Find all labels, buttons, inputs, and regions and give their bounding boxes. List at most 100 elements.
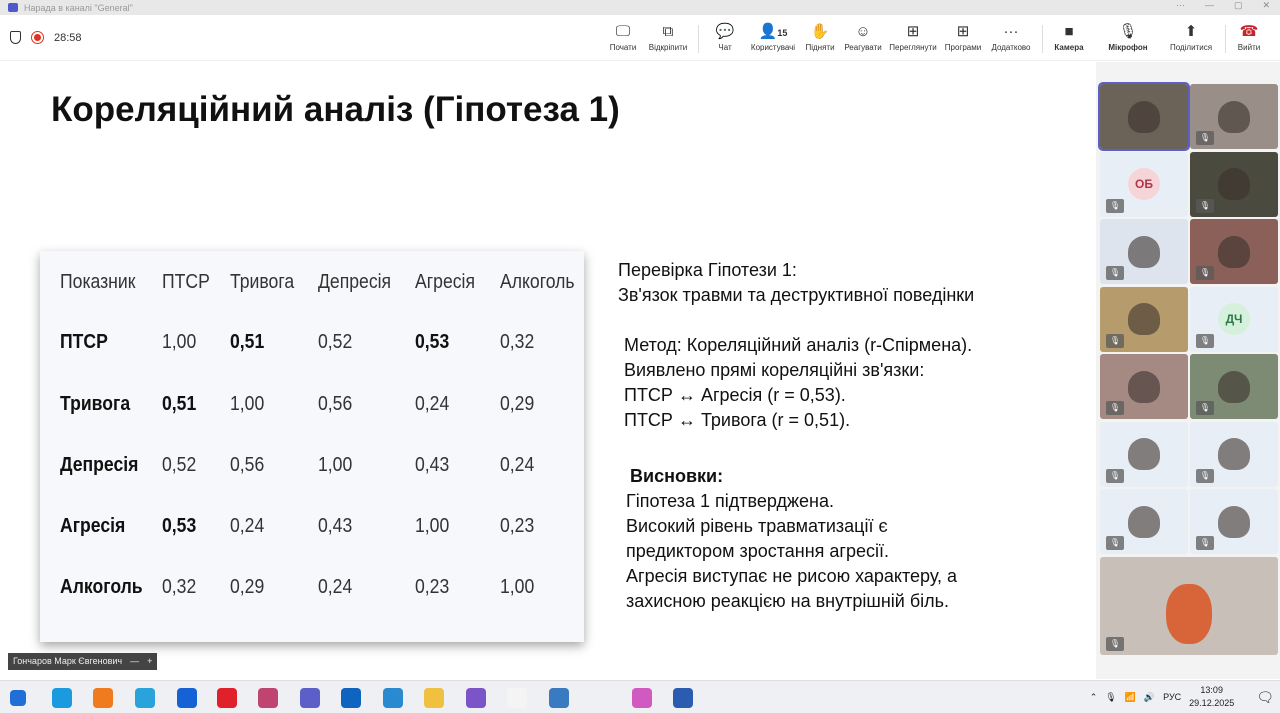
toolbar-button-people[interactable]: 👤15 Користувачі — [749, 21, 797, 52]
participant-tile[interactable]: 🎙 — [1100, 489, 1188, 554]
table-cell: 1,00 — [230, 393, 265, 415]
mic-off-icon: 🎙 — [1196, 266, 1214, 280]
microphone-icon[interactable]: 🎙 — [1105, 691, 1117, 702]
telegram-icon[interactable] — [135, 688, 155, 708]
participant-video — [1166, 584, 1212, 644]
participant-tile[interactable]: 🎙 — [1190, 421, 1278, 487]
table-cell: 0,56 — [318, 393, 353, 415]
opera-icon[interactable] — [217, 688, 237, 708]
share-icon: ⬆ — [1184, 23, 1198, 40]
row-header: Алкоголь — [60, 576, 143, 598]
network-icon[interactable]: 📶 — [1124, 691, 1136, 702]
method-text: Метод: Кореляційний аналіз (r-Спірмена).… — [624, 333, 972, 433]
participant-tile[interactable]: ДЧ 🎙 — [1190, 286, 1278, 352]
window-title: Нарада в каналі "General" — [24, 2, 133, 13]
clock[interactable]: 13:09 29.12.2025 — [1189, 684, 1234, 710]
minus-icon[interactable]: — — [130, 656, 140, 666]
conclusions-text: Висновки: Гіпотеза 1 підтверджена. Високи… — [626, 464, 957, 614]
close-icon[interactable]: ✕ — [1262, 0, 1270, 10]
leave-icon: ☎ — [1239, 23, 1259, 40]
participant-tile[interactable]: 🎙 — [1100, 354, 1188, 419]
toolbar-button-label: Додатково — [991, 43, 1031, 52]
language-indicator[interactable]: РУС — [1163, 692, 1182, 702]
mic-off-icon: 🎙 — [1106, 468, 1124, 483]
participant-avatar: ОБ — [1128, 168, 1160, 200]
recording-icon — [31, 31, 44, 44]
toolbar-button-share-screen[interactable]: 🖵 Почати — [599, 21, 647, 52]
more-icon: ··· — [1003, 23, 1019, 40]
system-tray: ⌃ 🎙 📶 🔊 РУС 13:09 29.12.2025 🗨 — [1090, 684, 1274, 710]
toolbar-button-label: Вийти — [1237, 43, 1261, 52]
participant-tile[interactable]: 🎙 — [1100, 286, 1188, 352]
file-explorer-icon[interactable] — [424, 688, 444, 708]
apps-icon: ⊞ — [956, 23, 970, 40]
firefox-icon[interactable] — [93, 688, 113, 708]
toolbar-button-view[interactable]: ⊞ Переглянути — [889, 21, 937, 52]
toolbar-button-apps[interactable]: ⊞ Програми — [939, 21, 987, 52]
presenter-name-tag: Гончаров Марк Євгенович — + — [8, 653, 158, 670]
participant-tile[interactable]: 🎙 — [1190, 219, 1278, 284]
table-cell: 0,51 — [162, 393, 197, 415]
participant-video — [1218, 370, 1250, 403]
outlook-icon[interactable] — [341, 688, 361, 708]
participant-tile[interactable]: 🎙 — [1190, 84, 1278, 149]
share-screen-icon: 🖵 — [615, 23, 631, 40]
participant-tile[interactable]: 🎙 — [1190, 354, 1278, 419]
participant-tile[interactable]: 🎙 — [1100, 421, 1188, 487]
divider — [698, 25, 699, 53]
divider — [1042, 25, 1043, 53]
app-icon[interactable] — [258, 688, 278, 708]
conclusion-line: захисною реакцією на внутрішній біль. — [626, 591, 950, 611]
toolbar-button-popout[interactable]: ⧉ Відкріпити — [644, 21, 692, 52]
teamviewer-icon[interactable] — [177, 688, 197, 708]
participant-tile[interactable]: ОБ 🎙 — [1100, 151, 1188, 217]
file-icon[interactable] — [507, 688, 527, 708]
chevron-up-icon[interactable]: ⌃ — [1089, 691, 1098, 702]
toolbar-button-react[interactable]: ☺ Реагувати — [839, 21, 887, 52]
notifications-icon[interactable]: 🗨 — [1256, 688, 1274, 705]
windows-start-icon[interactable] — [10, 690, 26, 706]
toolbar-button-raise-hand[interactable]: ✋ Підняти — [796, 21, 844, 52]
table-cell: 0,29 — [230, 576, 265, 598]
paint-icon[interactable] — [632, 688, 652, 708]
chat-icon: 💬 — [715, 23, 735, 40]
participant-video — [1218, 168, 1250, 200]
viber-icon[interactable] — [466, 688, 486, 708]
participant-tile[interactable]: 🎙 — [1190, 489, 1278, 554]
participant-tile[interactable] — [1098, 82, 1190, 151]
toolbar-button-camera[interactable]: ■ Камера — [1045, 21, 1093, 52]
toolbar-button-label: Мікрофон — [1108, 43, 1148, 52]
teams-icon[interactable] — [300, 688, 320, 708]
participant-count: 15 — [777, 28, 788, 38]
mic-off-icon: 🎙 — [1196, 401, 1214, 415]
conclusion-line: Агресія виступає не рисою характеру, а — [626, 566, 958, 586]
participants-gallery: 🎙 ОБ 🎙 🎙 🎙 🎙 🎙 ДЧ 🎙 🎙 🎙 🎙 🎙 🎙 🎙 🎙 — [1096, 62, 1280, 679]
word-icon[interactable] — [673, 688, 693, 708]
plus-icon[interactable]: + — [147, 656, 153, 666]
toolbar-button-more[interactable]: ··· Додатково — [987, 21, 1035, 52]
edge-icon[interactable] — [52, 688, 72, 708]
toolbar-button-label: Реагувати — [844, 43, 882, 52]
more-icon[interactable]: ··· — [1175, 0, 1185, 10]
volume-icon[interactable]: 🔊 — [1143, 691, 1156, 702]
conclusion-line: Високий рівень травматизації є — [626, 516, 888, 536]
column-header: Алкоголь — [500, 271, 575, 293]
participant-tile[interactable]: 🎙 — [1100, 219, 1188, 284]
photos-icon[interactable] — [383, 688, 403, 708]
meeting-toolbar: 28:58 🖵 Почати ⧉ Відкріпити 💬 Чат 👤15 Користува… — [0, 15, 1280, 61]
participant-video — [1128, 303, 1160, 335]
participant-video — [1128, 100, 1160, 133]
minimize-icon[interactable]: — — [1204, 0, 1214, 10]
participant-tile[interactable]: 🎙 — [1190, 151, 1278, 217]
participant-tile-large[interactable]: 🎙 — [1100, 557, 1278, 655]
maximize-icon[interactable]: ▢ — [1233, 0, 1243, 10]
toolbar-button-label: Підняти — [805, 43, 835, 52]
toolbar-button-chat[interactable]: 💬 Чат — [701, 21, 749, 52]
clock-time: 13:09 — [1200, 685, 1223, 695]
table-cell: 0,53 — [415, 331, 450, 353]
toolbar-button-leave[interactable]: ☎ Вийти — [1225, 21, 1273, 52]
globe-icon[interactable] — [549, 688, 569, 708]
toolbar-button-mic-off[interactable]: 🎙 Мікрофон — [1104, 21, 1152, 52]
toolbar-button-label: Користувачі — [750, 43, 796, 52]
toolbar-button-share[interactable]: ⬆ Поділитися — [1167, 21, 1215, 52]
